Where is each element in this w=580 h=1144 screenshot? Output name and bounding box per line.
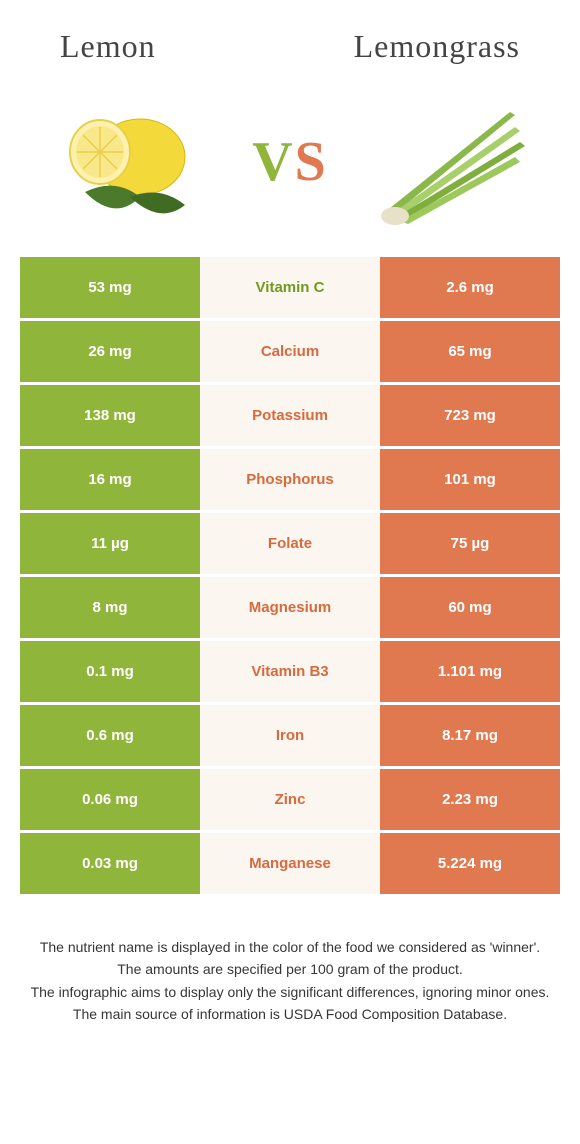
- nutrient-label: Vitamin C: [200, 257, 380, 318]
- vs-v-letter: V: [252, 131, 294, 193]
- nutrient-table: 53 mgVitamin C2.6 mg26 mgCalcium65 mg138…: [20, 257, 560, 897]
- nutrient-label: Magnesium: [200, 577, 380, 638]
- footnote-line-2: The amounts are specified per 100 gram o…: [30, 959, 550, 979]
- left-value: 0.6 mg: [20, 705, 200, 766]
- footnote-line-3: The infographic aims to display only the…: [30, 982, 550, 1002]
- footnote: The nutrient name is displayed in the co…: [30, 937, 550, 1024]
- vs-s-letter: S: [295, 131, 328, 193]
- left-value: 0.03 mg: [20, 833, 200, 894]
- table-row: 11 µgFolate75 µg: [20, 513, 560, 577]
- nutrient-label: Phosphorus: [200, 449, 380, 510]
- table-row: 0.06 mgZinc2.23 mg: [20, 769, 560, 833]
- left-value: 138 mg: [20, 385, 200, 446]
- right-value: 101 mg: [380, 449, 560, 510]
- nutrient-label: Zinc: [200, 769, 380, 830]
- left-value: 11 µg: [20, 513, 200, 574]
- lemon-icon: [45, 97, 215, 227]
- left-value: 0.1 mg: [20, 641, 200, 702]
- header: Lemon Lemongrass: [0, 0, 580, 77]
- left-value: 16 mg: [20, 449, 200, 510]
- vs-label: VS: [252, 130, 328, 194]
- lemon-image: [40, 92, 220, 232]
- table-row: 8 mgMagnesium60 mg: [20, 577, 560, 641]
- nutrient-label: Folate: [200, 513, 380, 574]
- left-food-title: Lemon: [60, 28, 156, 65]
- nutrient-label: Iron: [200, 705, 380, 766]
- nutrient-label: Vitamin B3: [200, 641, 380, 702]
- right-value: 2.23 mg: [380, 769, 560, 830]
- lemongrass-image: [360, 92, 540, 232]
- table-row: 0.6 mgIron8.17 mg: [20, 705, 560, 769]
- nutrient-label: Calcium: [200, 321, 380, 382]
- footnote-line-1: The nutrient name is displayed in the co…: [30, 937, 550, 957]
- left-value: 0.06 mg: [20, 769, 200, 830]
- right-value: 65 mg: [380, 321, 560, 382]
- table-row: 53 mgVitamin C2.6 mg: [20, 257, 560, 321]
- lemongrass-icon: [365, 97, 535, 227]
- table-row: 0.1 mgVitamin B31.101 mg: [20, 641, 560, 705]
- right-food-title: Lemongrass: [354, 28, 520, 65]
- right-value: 60 mg: [380, 577, 560, 638]
- nutrient-label: Manganese: [200, 833, 380, 894]
- footnote-line-4: The main source of information is USDA F…: [30, 1004, 550, 1024]
- table-row: 16 mgPhosphorus101 mg: [20, 449, 560, 513]
- table-row: 0.03 mgManganese5.224 mg: [20, 833, 560, 897]
- left-value: 53 mg: [20, 257, 200, 318]
- nutrient-label: Potassium: [200, 385, 380, 446]
- right-value: 723 mg: [380, 385, 560, 446]
- table-row: 26 mgCalcium65 mg: [20, 321, 560, 385]
- right-value: 75 µg: [380, 513, 560, 574]
- images-row: VS: [0, 77, 580, 257]
- left-value: 8 mg: [20, 577, 200, 638]
- right-value: 5.224 mg: [380, 833, 560, 894]
- right-value: 8.17 mg: [380, 705, 560, 766]
- right-value: 1.101 mg: [380, 641, 560, 702]
- table-row: 138 mgPotassium723 mg: [20, 385, 560, 449]
- right-value: 2.6 mg: [380, 257, 560, 318]
- left-value: 26 mg: [20, 321, 200, 382]
